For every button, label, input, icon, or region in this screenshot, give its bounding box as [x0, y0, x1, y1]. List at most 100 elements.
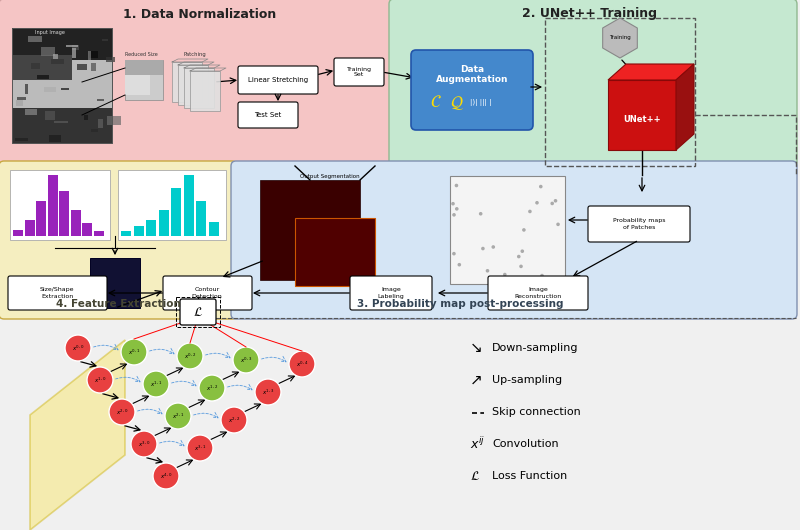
- Circle shape: [556, 223, 560, 226]
- Bar: [59, 191, 69, 236]
- Text: $\mathcal{Q}$: $\mathcal{Q}$: [450, 94, 464, 112]
- Text: Patching: Patching: [184, 52, 206, 57]
- Bar: [89, 51, 98, 58]
- Bar: [134, 226, 143, 236]
- Text: $x^{4,0}$: $x^{4,0}$: [160, 471, 172, 481]
- Circle shape: [554, 199, 558, 202]
- Text: Reduced Size: Reduced Size: [125, 52, 158, 57]
- Text: $x^{ij}$: $x^{ij}$: [470, 436, 485, 452]
- Bar: [12, 55, 72, 80]
- Text: ↘: ↘: [470, 340, 482, 356]
- Circle shape: [519, 264, 523, 268]
- Circle shape: [540, 274, 544, 277]
- Circle shape: [455, 207, 458, 210]
- Circle shape: [528, 210, 532, 213]
- Bar: [260, 180, 360, 280]
- Bar: [608, 80, 676, 150]
- Text: $x^{0,1}$: $x^{0,1}$: [128, 347, 140, 357]
- Bar: [171, 188, 181, 236]
- Circle shape: [491, 245, 495, 249]
- FancyBboxPatch shape: [588, 206, 690, 242]
- Bar: [125, 75, 150, 95]
- Text: $x^{0,3}$: $x^{0,3}$: [240, 355, 252, 365]
- Bar: [41, 47, 55, 56]
- Bar: [78, 64, 86, 70]
- Text: Training
Set: Training Set: [346, 67, 371, 77]
- Bar: [94, 231, 103, 236]
- FancyBboxPatch shape: [238, 66, 318, 94]
- Text: $x^{3,0}$: $x^{3,0}$: [138, 439, 150, 449]
- Bar: [12, 28, 112, 143]
- Circle shape: [289, 351, 315, 377]
- Text: Contour
Detection: Contour Detection: [192, 287, 222, 298]
- Bar: [16, 100, 23, 107]
- Bar: [47, 175, 58, 236]
- Bar: [91, 129, 98, 132]
- Text: Input Image: Input Image: [35, 30, 65, 35]
- Circle shape: [517, 255, 521, 258]
- Bar: [36, 201, 46, 236]
- Bar: [183, 175, 194, 236]
- Text: $x^{1,2}$: $x^{1,2}$: [206, 383, 218, 393]
- Text: $\mathcal{C}$: $\mathcal{C}$: [430, 93, 442, 111]
- Circle shape: [479, 212, 482, 216]
- Text: ↗: ↗: [470, 373, 482, 387]
- Text: Augmentation: Augmentation: [436, 75, 508, 84]
- Circle shape: [550, 201, 554, 205]
- Bar: [121, 231, 131, 236]
- Bar: [176, 297, 220, 327]
- Bar: [72, 45, 79, 49]
- Circle shape: [539, 185, 542, 188]
- Circle shape: [187, 435, 213, 461]
- Bar: [66, 45, 78, 47]
- Text: Convolution: Convolution: [492, 439, 558, 449]
- Bar: [17, 98, 26, 100]
- Bar: [90, 258, 140, 308]
- Text: Probability maps
of Patches: Probability maps of Patches: [613, 218, 666, 229]
- Circle shape: [109, 399, 135, 425]
- Bar: [118, 170, 226, 240]
- Circle shape: [177, 343, 203, 369]
- Bar: [102, 39, 108, 41]
- Text: Size/Shape
Extraction: Size/Shape Extraction: [40, 287, 74, 298]
- Bar: [15, 138, 28, 142]
- Text: Up-sampling: Up-sampling: [492, 375, 562, 385]
- Bar: [50, 136, 61, 142]
- Bar: [97, 99, 104, 101]
- Circle shape: [521, 250, 524, 253]
- Bar: [172, 62, 202, 102]
- Bar: [13, 229, 23, 236]
- Bar: [295, 218, 375, 286]
- Bar: [107, 116, 122, 125]
- Bar: [98, 119, 102, 128]
- Circle shape: [522, 228, 526, 232]
- Text: Skip connection: Skip connection: [492, 407, 581, 417]
- Bar: [146, 220, 156, 236]
- Text: $x^{1,1}$: $x^{1,1}$: [150, 379, 162, 388]
- Bar: [50, 59, 64, 64]
- FancyBboxPatch shape: [163, 276, 252, 310]
- Text: $x^{0,2}$: $x^{0,2}$: [184, 351, 196, 360]
- Polygon shape: [676, 64, 694, 150]
- Text: $\mathcal{L}$: $\mathcal{L}$: [193, 306, 203, 320]
- Text: Data: Data: [460, 65, 484, 74]
- Text: Loss Function: Loss Function: [492, 471, 567, 481]
- Text: Down-sampling: Down-sampling: [492, 343, 578, 353]
- Circle shape: [131, 431, 157, 457]
- Bar: [84, 116, 88, 120]
- Text: Image
Labeling: Image Labeling: [378, 287, 404, 298]
- Polygon shape: [602, 18, 638, 58]
- Text: $x^{2,0}$: $x^{2,0}$: [116, 408, 128, 417]
- Circle shape: [452, 252, 456, 255]
- Bar: [72, 48, 76, 58]
- Circle shape: [143, 371, 169, 397]
- Text: $x^{1,0}$: $x^{1,0}$: [94, 375, 106, 385]
- Bar: [125, 60, 163, 75]
- Text: |)| ||| |: |)| ||| |: [470, 99, 491, 105]
- Bar: [450, 176, 565, 284]
- Bar: [12, 28, 112, 143]
- Circle shape: [221, 407, 247, 433]
- Bar: [190, 71, 220, 111]
- FancyBboxPatch shape: [231, 161, 797, 319]
- Bar: [196, 201, 206, 236]
